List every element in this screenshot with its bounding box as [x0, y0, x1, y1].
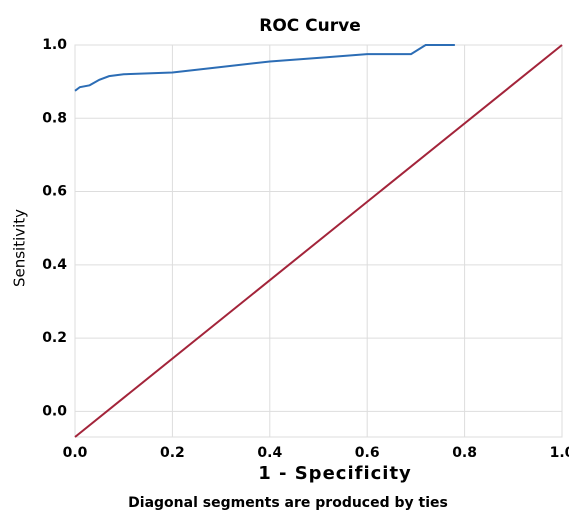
x-tick-label: 0.6: [355, 445, 380, 461]
y-tick-label: 0.8: [42, 110, 67, 126]
x-tick-label: 0.8: [452, 445, 477, 461]
chart-title: ROC Curve: [259, 16, 361, 36]
x-tick-label: 1.0: [550, 445, 569, 461]
y-tick-label: 0.2: [42, 330, 67, 346]
x-axis-label: 1 - Specificity: [258, 463, 412, 484]
x-tick-label: 0.4: [257, 445, 282, 461]
y-axis-label: Sensitivity: [11, 209, 29, 287]
x-tick-label: 0.2: [160, 445, 185, 461]
y-tick-label: 0.4: [42, 257, 67, 273]
footnote: Diagonal segments are produced by ties: [128, 495, 448, 511]
x-tick-label: 0.0: [63, 445, 88, 461]
y-tick-label: 0.0: [42, 403, 67, 419]
line: [74, 44, 455, 92]
y-tick-label: 1.0: [42, 37, 67, 53]
y-tick-label: 0.6: [42, 184, 67, 200]
line: [74, 44, 563, 438]
